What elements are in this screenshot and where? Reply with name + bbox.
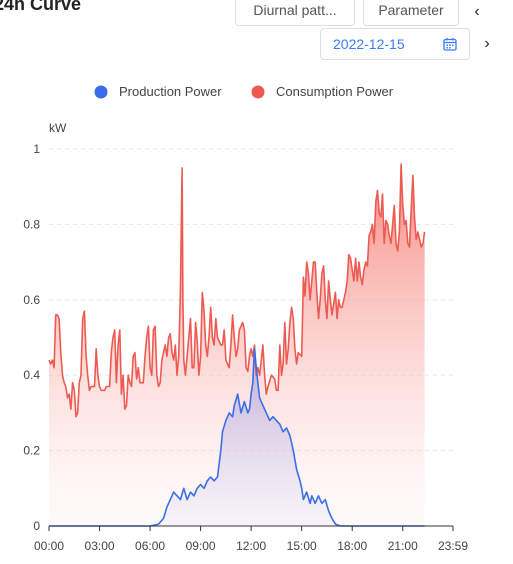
calendar-icon[interactable] (443, 37, 457, 51)
y-tick-label: 1 (33, 142, 40, 156)
x-tick-label: 06:00 (135, 539, 165, 553)
y-tick-label: 0.8 (23, 217, 40, 231)
legend-production-marker[interactable] (94, 85, 108, 99)
production-area (49, 348, 425, 526)
y-tick-label: 0.2 (23, 444, 40, 458)
legend-production-label[interactable]: Production Power (119, 84, 222, 99)
legend-consumption-label[interactable]: Consumption Power (276, 84, 394, 99)
date-picker[interactable]: 2022-12-15 (320, 28, 470, 60)
date-value: 2022-12-15 (333, 36, 405, 52)
x-tick-label: 21:00 (388, 539, 418, 553)
chevron-left-icon[interactable]: ‹ (474, 3, 480, 20)
y-axis-label: kW (49, 121, 67, 135)
x-tick-label: 12:00 (236, 539, 266, 553)
x-tick-label: 03:00 (85, 539, 115, 553)
parameter-button[interactable]: Parameter (363, 0, 459, 26)
x-tick-label: 18:00 (337, 539, 367, 553)
consumption-line (48, 163, 426, 418)
y-tick-label: 0 (33, 519, 40, 533)
legend-consumption-marker[interactable] (251, 85, 265, 99)
production-line (49, 348, 425, 527)
x-tick-label: 09:00 (186, 539, 216, 553)
consumption-area (49, 164, 425, 526)
x-tick-label: 15:00 (287, 539, 317, 553)
x-tick-label: 23:59 (438, 539, 468, 553)
diurnal-pattern-button[interactable]: Diurnal patt... (235, 0, 355, 26)
x-tick-label: 00:00 (34, 539, 64, 553)
page-title: 24h Curve (0, 0, 82, 14)
chevron-right-icon[interactable]: › (484, 35, 490, 52)
y-tick-label: 0.6 (23, 293, 40, 307)
y-tick-label: 0.4 (23, 368, 40, 382)
